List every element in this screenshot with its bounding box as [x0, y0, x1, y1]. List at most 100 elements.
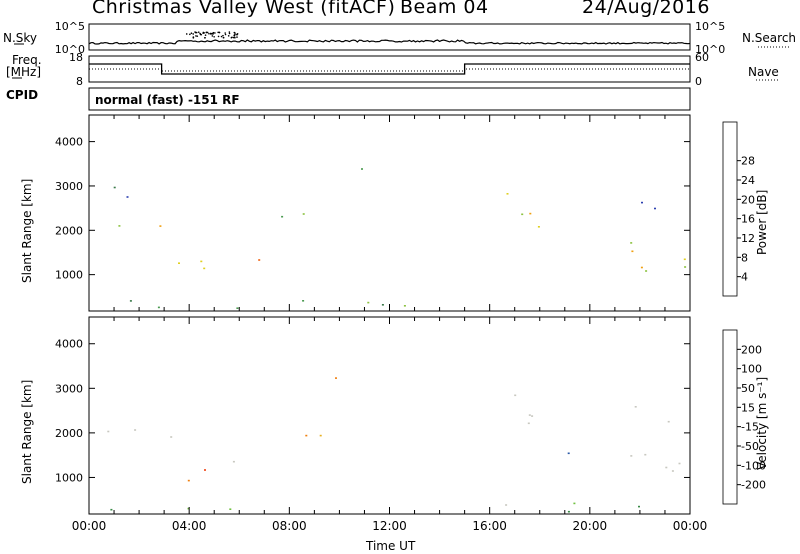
velocity-cell	[567, 452, 570, 455]
power-colorbar-tick-label: 12	[741, 232, 755, 245]
power-cell	[506, 193, 509, 195]
cpid-text: normal (fast) -151 RF	[95, 93, 240, 107]
x-tick-label: 04:00	[172, 519, 207, 533]
x-tick-label: 00:00	[72, 519, 107, 533]
velocity-cell	[665, 466, 668, 469]
nsearch-point	[218, 31, 221, 34]
power-cell	[178, 262, 180, 264]
noise-left-tick: 10^0	[55, 43, 85, 56]
velocity-cell	[107, 430, 110, 433]
velocity-colorbar-frame	[722, 329, 738, 505]
velocity-cell	[305, 434, 308, 437]
power-colorbar-tick-label: 8	[741, 251, 748, 264]
velocity-y-tick-label: 4000	[55, 338, 83, 351]
noise-right-tick: 10^5	[695, 20, 725, 33]
nsearch-point	[208, 32, 210, 35]
nsearch-point	[211, 32, 213, 35]
nsearch-point	[213, 36, 215, 38]
velocity-cell	[229, 508, 232, 510]
power-cells	[113, 168, 687, 309]
nave-right-tick: 60	[695, 51, 709, 64]
nsearch-point	[209, 33, 212, 35]
nsearch-point	[233, 35, 236, 37]
velocity-cell	[232, 460, 235, 463]
nsearch-point	[234, 36, 236, 39]
freq-series	[89, 63, 690, 75]
nsearch-point	[202, 32, 204, 35]
nsearch-point	[214, 32, 216, 34]
nsearch-point	[190, 32, 193, 35]
power-y-tick-label: 4000	[55, 136, 83, 149]
power-colorbar-tick-label: 28	[741, 155, 755, 168]
velocity-cell	[110, 508, 113, 511]
power-cell	[203, 267, 206, 270]
velocity-panel-frame	[88, 316, 691, 515]
nsearch-point	[236, 33, 238, 36]
freq-panel-frame	[88, 55, 691, 83]
power-y-tick-label: 1000	[55, 269, 83, 282]
velocity-cell	[335, 377, 337, 379]
cpid-label: CPID	[6, 88, 39, 102]
freq-unit-label: [MHz]	[6, 65, 42, 79]
velocity-cell	[514, 394, 517, 397]
velocity-y-tick-label: 3000	[55, 382, 83, 395]
power-cell	[118, 225, 121, 227]
velocity-colorbar-tick-label: 100	[741, 363, 762, 376]
nsearch-point	[222, 36, 225, 39]
velocity-cell	[644, 453, 647, 456]
nsearch-point	[232, 36, 235, 39]
velocity-cell	[505, 504, 508, 506]
nsearch-point	[236, 36, 238, 38]
noise-left-tick: 10^5	[55, 20, 85, 33]
power-cell	[126, 196, 129, 198]
power-cell	[302, 213, 305, 215]
nsearch-point	[197, 31, 200, 33]
nsearch-point	[192, 33, 194, 35]
power-cell	[113, 186, 116, 189]
power-cell	[129, 300, 132, 302]
velocity-cells	[107, 377, 681, 513]
nave-right-tick: 0	[695, 75, 702, 88]
nsearch-point	[199, 33, 202, 36]
power-cell	[403, 305, 406, 307]
velocity-cell	[187, 479, 190, 482]
velocity-y-axis-title: Slant Range [km]	[20, 379, 34, 484]
beam-label: Beam 04	[400, 0, 489, 18]
nsearch-point	[206, 31, 209, 34]
power-cell	[367, 301, 370, 304]
nsearch-point	[196, 35, 199, 37]
velocity-cell	[531, 415, 534, 417]
power-cell	[641, 201, 643, 204]
noise-right-tick: 10^0	[695, 43, 725, 56]
freq-label: Freq.	[12, 53, 42, 67]
velocity-colorbar-tick-label: 15	[741, 401, 755, 414]
power-y-tick-label: 2000	[55, 224, 83, 237]
x-tick-label: 12:00	[372, 519, 407, 533]
nsearch-point	[220, 35, 223, 38]
nsearch-point	[211, 35, 214, 37]
velocity-cell	[678, 462, 681, 465]
power-y-axis-title: Slant Range [km]	[20, 178, 34, 283]
velocity-colorbar-tick-label: -100	[741, 459, 766, 472]
nsearch-point	[234, 33, 236, 36]
figure-title: Christmas Valley West (fitACF)	[92, 0, 396, 18]
nsearch-point	[195, 31, 198, 34]
velocity-cell	[567, 510, 570, 513]
velocity-cell	[319, 434, 322, 437]
power-cell	[521, 213, 524, 216]
velocity-colorbar-title: Velocity [m s⁻¹]	[755, 376, 769, 470]
power-cell	[381, 304, 384, 306]
power-cell	[200, 260, 203, 263]
x-tick-label: 16:00	[472, 519, 507, 533]
power-panel-frame	[88, 114, 691, 312]
nsearch-point	[212, 31, 215, 34]
nsky-series	[88, 39, 691, 45]
power-cell	[159, 225, 162, 227]
power-colorbar-title: Power [dB]	[755, 189, 769, 255]
velocity-cell	[528, 414, 531, 416]
nsearch-point	[234, 32, 236, 34]
velocity-cell	[134, 429, 137, 431]
power-cell	[645, 270, 648, 272]
velocity-colorbar-tick-label: 50	[741, 382, 755, 395]
